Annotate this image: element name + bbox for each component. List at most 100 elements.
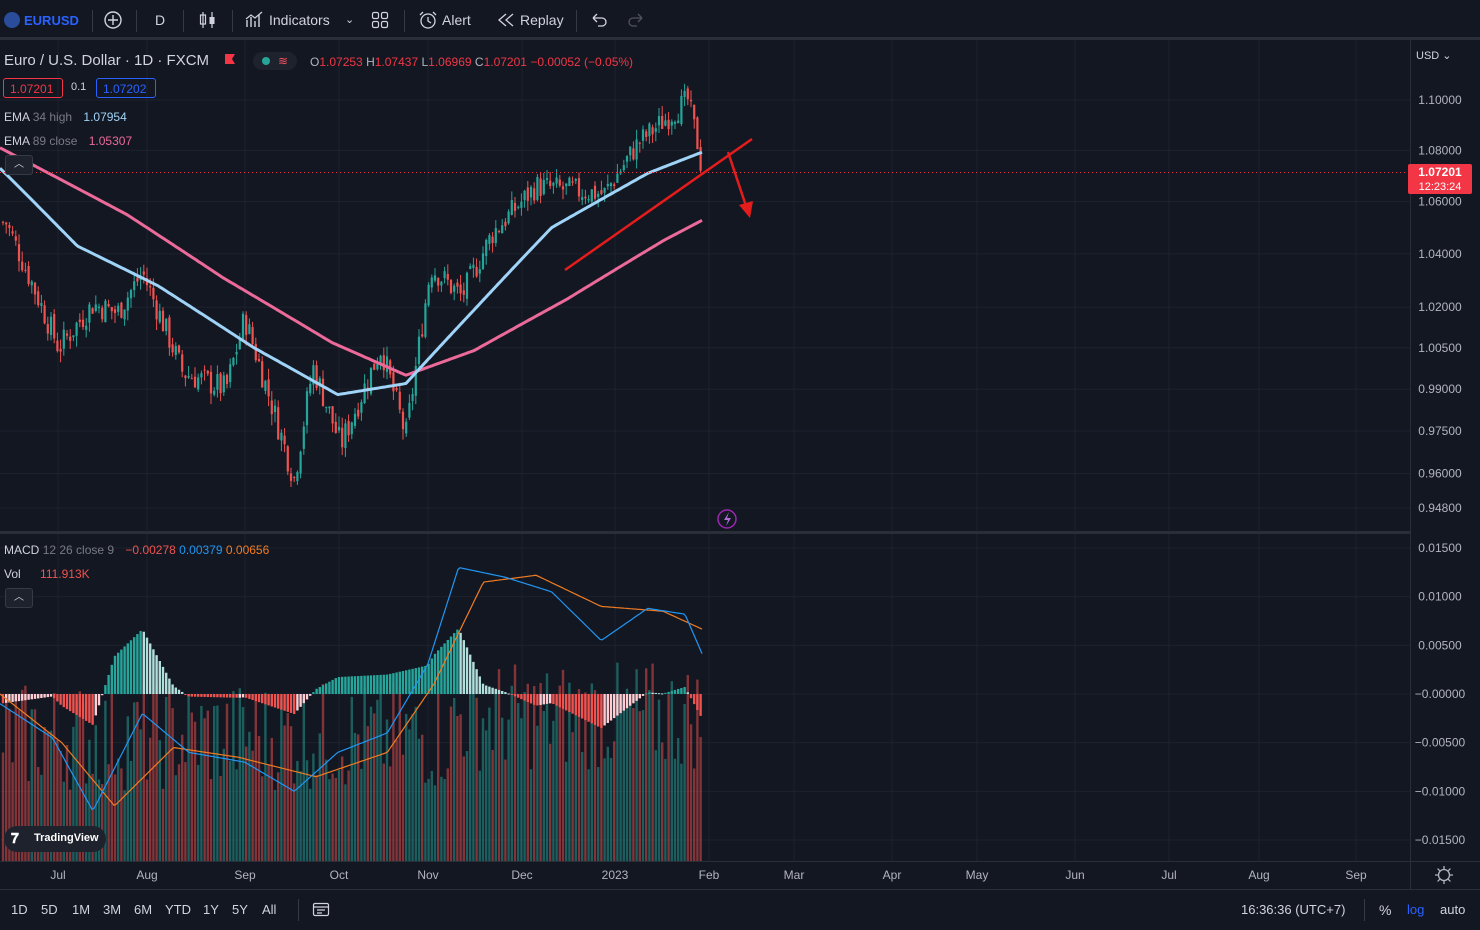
volume-bar (206, 710, 209, 861)
histogram-bar (251, 694, 254, 700)
volume-bar (305, 760, 309, 861)
range-5y-button[interactable]: 5Y (232, 902, 248, 917)
volume-bar (555, 700, 558, 861)
histogram-bar (187, 694, 190, 697)
volume-bar (654, 750, 657, 861)
undo-button[interactable] (590, 0, 608, 40)
volume-bar (139, 729, 142, 861)
candle-body (257, 358, 261, 362)
indicators-dropdown[interactable]: ⌄ (345, 0, 354, 40)
volume-bar (417, 738, 421, 861)
collapse-legend-button[interactable]: ︿ (5, 155, 33, 175)
candle-body (59, 348, 62, 352)
price-axis[interactable]: 1.10000 1.08000 1.06000 1.04000 1.02000 1.005… (1418, 93, 1462, 515)
date-range-button[interactable] (312, 890, 330, 930)
redo-button[interactable] (627, 0, 645, 40)
histogram-bar (344, 676, 347, 694)
macd-params: 12 26 close 9 (42, 543, 115, 557)
close-value: 1.07201 (483, 55, 527, 69)
histogram-bar (581, 694, 584, 719)
market-status[interactable]: ≋ (253, 52, 297, 70)
histogram-bar (536, 694, 539, 706)
collapse-pane-legend-button[interactable]: ︿ (5, 588, 33, 608)
layout-button[interactable] (371, 0, 389, 40)
volume-bar (533, 686, 536, 861)
histogram-bar (571, 694, 574, 714)
volume-bar (165, 696, 168, 861)
candle-body (136, 277, 139, 282)
lightning-icon[interactable] (717, 509, 737, 529)
volume-bar (302, 698, 305, 861)
candle-body (696, 117, 699, 150)
timezone-clock[interactable]: 16:36:36 (UTC+7) (1241, 902, 1346, 917)
log-scale-button[interactable]: log (1407, 902, 1425, 917)
range-all-button[interactable]: All (262, 902, 277, 917)
percent-scale-button[interactable]: % (1379, 902, 1392, 918)
trendline-drawing[interactable] (564, 137, 753, 272)
candle-body (126, 297, 129, 311)
volume-bar (565, 761, 568, 861)
histogram-bar (478, 676, 481, 694)
volume-bar (609, 757, 613, 861)
symbol-search[interactable]: EURUSD (4, 0, 79, 40)
candle-body (5, 222, 8, 225)
replay-button[interactable]: Replay (497, 0, 564, 40)
ema89-legend[interactable]: EMA 89 close 1.05307 (4, 134, 132, 148)
histogram-bar (590, 694, 593, 724)
histogram-bar (286, 694, 289, 712)
candle-body (600, 190, 603, 195)
histogram-bar (408, 669, 411, 694)
histogram-bar (203, 694, 206, 697)
volume-bar (337, 770, 341, 861)
histogram-bar (40, 694, 43, 698)
candle-body (385, 356, 389, 372)
candle-body (635, 139, 638, 160)
volume-bar (504, 759, 507, 861)
time-tick-label: Nov (417, 868, 438, 882)
series-legend[interactable]: Euro / U.S. Dollar · 1D · FXCM (4, 52, 209, 70)
volume-bar (667, 694, 670, 861)
histogram-bar (446, 639, 449, 694)
arrow-drawing[interactable] (726, 151, 748, 207)
range-3m-button[interactable]: 3M (103, 902, 122, 917)
settings-icon[interactable] (1435, 866, 1453, 884)
range-1m-button[interactable]: 1M (72, 902, 91, 917)
candle-body (107, 304, 110, 307)
histogram-bar (158, 661, 161, 694)
indicators-button[interactable]: Indicators (245, 0, 330, 40)
alert-button[interactable]: Alert (418, 0, 471, 40)
sell-button[interactable]: 1.07201 (3, 78, 63, 98)
buy-button[interactable]: 1.07202 (96, 78, 156, 98)
macd-signal-value: 0.00656 (225, 543, 270, 557)
ema34-legend[interactable]: EMA 34 high 1.07954 (4, 110, 127, 124)
range-1y-button[interactable]: 1Y (203, 902, 219, 917)
candle-body (497, 231, 501, 233)
range-ytd-button[interactable]: YTD (165, 902, 191, 917)
chart-style-button[interactable] (199, 0, 217, 40)
histogram-bar (638, 694, 641, 699)
candle-body (17, 244, 21, 262)
macd-legend[interactable]: MACD 12 26 close 9 −0.00278 0.00379 0.00… (4, 543, 269, 557)
histogram-bar (225, 694, 229, 698)
histogram-bar (542, 694, 545, 705)
tradingview-logo[interactable]: 𝟕 TradingView (4, 826, 106, 852)
range-1d-button[interactable]: 1D (11, 902, 28, 917)
volume-bar (334, 777, 337, 861)
auto-scale-button[interactable]: auto (1440, 902, 1466, 917)
tv-logo-text: TradingView (34, 832, 99, 844)
flag-icon[interactable] (224, 54, 236, 66)
range-6m-button[interactable]: 6M (134, 902, 153, 917)
time-axis[interactable]: Jul Aug Sep Oct Nov Dec 2023 Feb Mar Apr May Jun Jul… (50, 868, 1367, 882)
histogram-bar (629, 694, 632, 706)
histogram-bar (315, 688, 318, 694)
volume-legend[interactable]: Vol 111.913K (4, 567, 90, 581)
macd-axis[interactable]: 0.01500 0.01000 0.00500 −0.00000 −0.00500 −0.… (1415, 541, 1466, 847)
range-5d-button[interactable]: 5D (41, 902, 58, 917)
histogram-bar (65, 694, 69, 710)
compare-button[interactable] (103, 0, 123, 40)
histogram-bar (459, 632, 462, 694)
interval-button[interactable]: D (155, 12, 166, 28)
chart-canvas[interactable]: 1.10000 1.08000 1.06000 1.04000 1.02000 1.005… (0, 40, 1480, 889)
currency-selector[interactable]: USD ⌄ (1416, 49, 1452, 62)
histogram-bar (129, 640, 133, 694)
